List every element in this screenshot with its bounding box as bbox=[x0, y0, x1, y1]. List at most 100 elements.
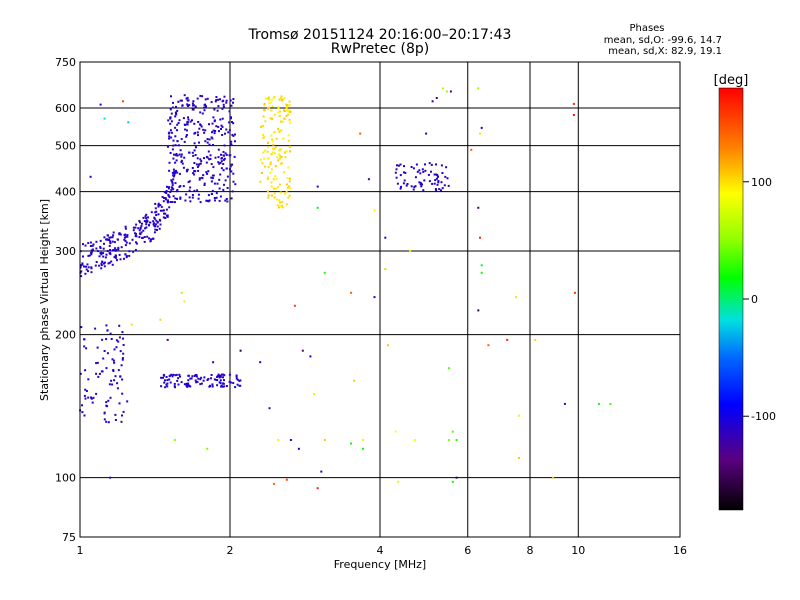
data-point bbox=[288, 146, 291, 149]
data-point bbox=[165, 208, 168, 211]
data-point bbox=[207, 170, 210, 173]
data-point bbox=[430, 170, 432, 173]
data-point bbox=[84, 388, 87, 391]
data-point bbox=[209, 154, 212, 157]
data-point bbox=[277, 107, 280, 110]
data-point bbox=[128, 250, 131, 253]
data-point bbox=[135, 223, 138, 226]
data-point bbox=[162, 209, 165, 212]
data-point bbox=[139, 221, 141, 224]
data-point bbox=[203, 109, 206, 112]
data-point bbox=[396, 164, 398, 167]
data-point bbox=[259, 158, 262, 161]
data-point bbox=[222, 103, 225, 106]
data-point bbox=[272, 96, 275, 99]
data-point bbox=[167, 186, 170, 189]
data-point bbox=[112, 231, 115, 234]
data-point bbox=[440, 164, 443, 167]
data-point bbox=[350, 291, 353, 294]
data-point bbox=[199, 162, 202, 165]
data-point bbox=[440, 189, 442, 192]
data-point bbox=[102, 262, 105, 265]
data-point bbox=[204, 98, 207, 101]
data-point bbox=[323, 439, 326, 441]
data-point bbox=[193, 173, 196, 176]
data-point bbox=[82, 243, 84, 246]
data-point bbox=[283, 118, 286, 120]
data-point bbox=[181, 104, 184, 107]
data-point bbox=[101, 370, 104, 373]
data-point bbox=[156, 229, 158, 231]
data-point bbox=[131, 238, 134, 241]
data-point bbox=[293, 304, 296, 307]
data-point bbox=[175, 153, 178, 155]
data-point bbox=[172, 175, 175, 178]
data-point bbox=[415, 163, 418, 166]
data-point bbox=[132, 226, 135, 229]
data-point bbox=[268, 407, 271, 410]
data-point bbox=[289, 110, 292, 113]
data-point bbox=[287, 166, 290, 169]
data-point bbox=[211, 174, 214, 177]
data-point bbox=[414, 185, 417, 188]
data-point bbox=[285, 190, 288, 193]
data-point bbox=[108, 383, 111, 386]
data-point bbox=[277, 439, 280, 441]
data-point bbox=[154, 223, 157, 226]
data-point bbox=[121, 392, 124, 395]
data-point bbox=[159, 219, 162, 222]
data-point bbox=[261, 124, 264, 127]
data-point bbox=[89, 241, 92, 244]
data-point bbox=[102, 255, 105, 258]
data-point bbox=[183, 300, 186, 303]
data-point bbox=[218, 187, 221, 190]
data-point bbox=[174, 386, 176, 389]
data-point bbox=[183, 140, 186, 143]
data-point bbox=[199, 383, 202, 386]
data-point bbox=[230, 104, 233, 107]
data-point bbox=[116, 238, 119, 241]
data-point bbox=[208, 138, 211, 141]
data-point bbox=[198, 163, 201, 166]
data-point bbox=[189, 377, 192, 380]
data-point bbox=[211, 137, 214, 140]
data-point bbox=[114, 419, 117, 421]
data-point bbox=[193, 142, 196, 145]
colorbar-tick-label: -100 bbox=[751, 410, 776, 423]
grid-lines bbox=[80, 62, 680, 537]
data-point bbox=[175, 373, 178, 376]
data-point bbox=[235, 375, 238, 378]
data-point bbox=[235, 374, 238, 377]
data-point bbox=[162, 200, 165, 203]
data-point bbox=[200, 382, 203, 385]
data-point bbox=[97, 250, 99, 253]
data-point bbox=[275, 178, 278, 181]
data-point bbox=[108, 236, 111, 239]
data-point bbox=[191, 102, 194, 105]
data-point bbox=[160, 376, 163, 379]
data-point bbox=[150, 238, 152, 241]
data-point bbox=[200, 125, 203, 128]
data-point bbox=[170, 136, 173, 139]
data-point bbox=[103, 350, 106, 352]
data-point bbox=[205, 161, 208, 164]
data-point bbox=[270, 153, 273, 156]
data-point bbox=[193, 162, 196, 164]
data-point bbox=[179, 99, 182, 102]
data-point bbox=[119, 375, 122, 378]
data-point bbox=[203, 157, 205, 160]
data-point bbox=[195, 381, 198, 384]
data-point bbox=[167, 199, 169, 202]
data-point bbox=[399, 163, 402, 166]
data-point bbox=[419, 182, 422, 185]
data-point bbox=[107, 262, 110, 265]
data-point bbox=[197, 193, 200, 196]
data-point bbox=[220, 128, 222, 130]
x-tick-label: 4 bbox=[377, 544, 384, 557]
data-point bbox=[217, 105, 220, 108]
data-point bbox=[183, 94, 186, 97]
data-point bbox=[232, 98, 235, 100]
data-point bbox=[114, 255, 117, 258]
data-point bbox=[98, 372, 101, 375]
data-point bbox=[178, 185, 181, 188]
